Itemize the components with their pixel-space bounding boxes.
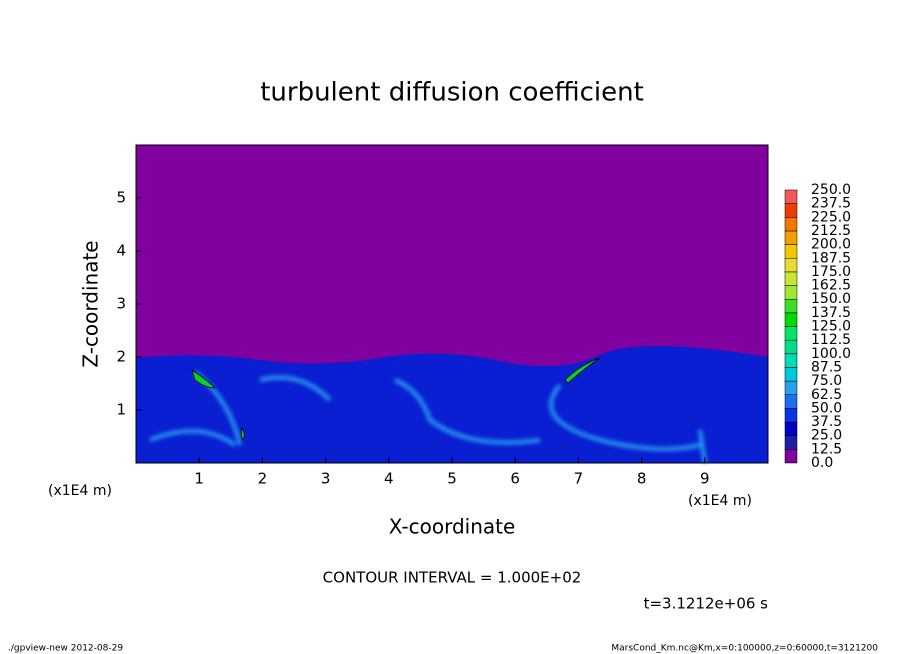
colorbar-label: 187.5 — [811, 250, 851, 266]
colorbar-box — [784, 394, 798, 409]
colorbar-label: 112.5 — [811, 332, 851, 348]
contour-note: CONTOUR INTERVAL = 1.000E+02 — [323, 569, 582, 587]
colorbar-box — [784, 203, 798, 218]
footer-left: ./gpview-new 2012-08-29 — [8, 644, 123, 654]
colorbar-box — [784, 353, 798, 368]
colorbar-box — [784, 380, 798, 396]
colorbar-label: 37.5 — [811, 414, 842, 430]
x-tick-label: 6 — [510, 470, 520, 488]
x-tick-label: 9 — [700, 470, 710, 488]
colorbar-label: 250.0 — [811, 182, 851, 198]
footer-right: MarsCond_Km.nc@Km,x=0:100000,z=0:60000,t… — [611, 644, 878, 654]
colorbar-box — [784, 408, 798, 423]
x-tick-label: 5 — [447, 470, 457, 488]
colorbar-label: 162.5 — [811, 278, 851, 294]
colorbar-label: 212.5 — [811, 223, 851, 239]
colorbar-label: 62.5 — [811, 387, 842, 403]
x-tick-label: 3 — [321, 470, 331, 488]
colorbar-box — [784, 230, 798, 245]
colorbar-box — [784, 217, 798, 232]
x-tick-label: 4 — [384, 470, 394, 488]
colorbar-box — [784, 435, 798, 450]
colorbar-label: 0.0 — [811, 455, 833, 471]
colorbar-box — [784, 271, 798, 286]
y-tick-label: 1 — [116, 401, 126, 419]
colorbar-box — [784, 244, 798, 259]
field — [136, 145, 768, 464]
colorbar-box — [784, 189, 798, 204]
colorbar-label: 175.0 — [811, 264, 851, 280]
colorbar-box — [784, 258, 798, 273]
colorbar-label: 125.0 — [811, 319, 851, 335]
y-unit-label: (x1E4 m) — [48, 483, 112, 499]
y-tick-label: 4 — [116, 242, 126, 260]
colorbar-label: 200.0 — [811, 237, 851, 253]
colorbar-box — [784, 421, 798, 436]
y-tick-label: 3 — [116, 295, 126, 313]
y-tick-label: 5 — [116, 189, 126, 207]
field-lower — [136, 345, 768, 463]
colorbar-label: 75.0 — [811, 373, 842, 389]
time-label: t=3.1212e+06 s — [644, 595, 769, 613]
x-unit-label: (x1E4 m) — [688, 493, 752, 509]
x-axis-label: X-coordinate — [389, 515, 516, 539]
colorbar-label: 225.0 — [811, 209, 851, 225]
colorbar-box — [784, 298, 798, 314]
y-tick-label: 2 — [116, 348, 126, 366]
colorbar-box — [784, 326, 798, 341]
x-tick-label: 1 — [194, 470, 204, 488]
colorbar-label: 12.5 — [811, 441, 842, 457]
colorbar-label: 237.5 — [811, 196, 851, 212]
colorbar-box — [784, 367, 798, 382]
colorbar-label: 137.5 — [811, 305, 851, 321]
colorbar-box — [784, 339, 798, 355]
colorbar-label: 50.0 — [811, 400, 842, 416]
colorbar-label: 100.0 — [811, 346, 851, 362]
colorbar-label: 25.0 — [811, 428, 842, 444]
x-tick-label: 8 — [637, 470, 647, 488]
colorbar-box — [784, 449, 798, 464]
colorbar-box — [784, 312, 798, 327]
x-tick-label: 7 — [574, 470, 584, 488]
x-tick-label: 2 — [258, 470, 268, 488]
y-axis-label: Z-coordinate — [79, 240, 103, 367]
colorbar-label: 87.5 — [811, 359, 842, 375]
colorbar-box — [784, 285, 798, 300]
chart-title: turbulent diffusion coefficient — [260, 78, 644, 108]
field-highs — [191, 357, 601, 441]
colorbar-label: 150.0 — [811, 291, 851, 307]
